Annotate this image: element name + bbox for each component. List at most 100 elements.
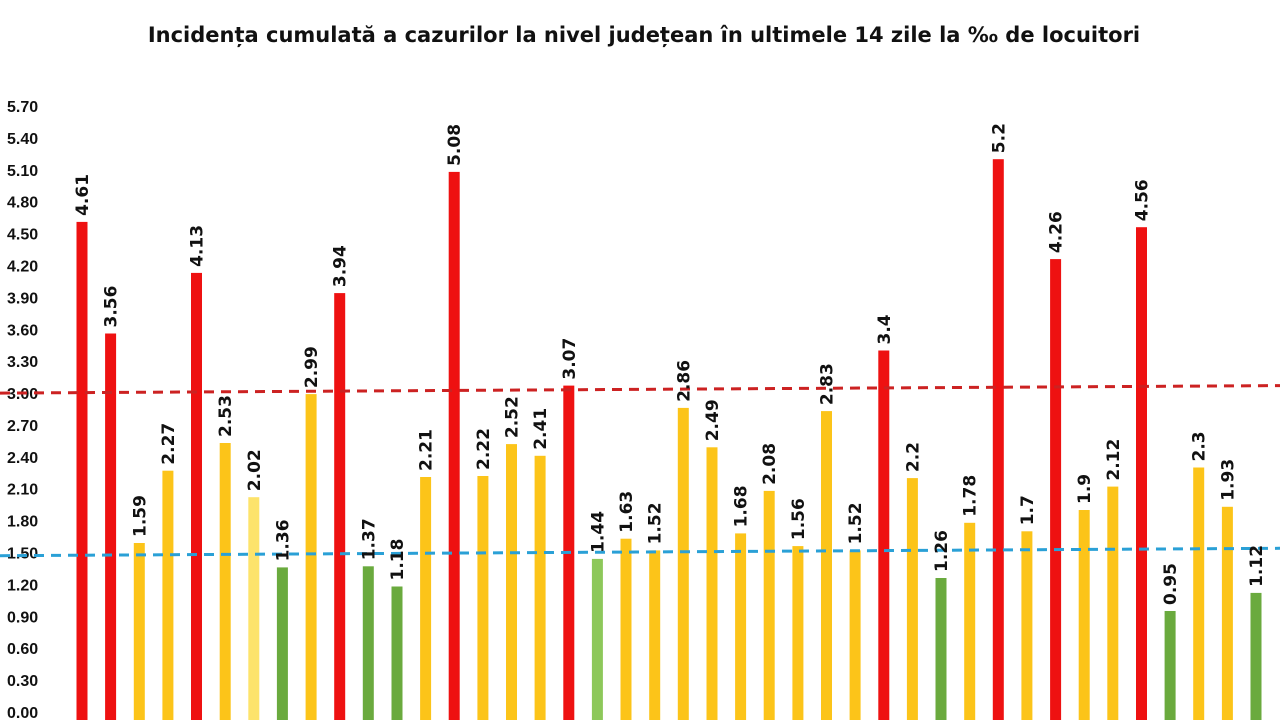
bar xyxy=(1193,467,1205,720)
bar xyxy=(1078,510,1090,720)
data-label: 1.52 xyxy=(646,502,666,544)
y-tick-label: 2.70 xyxy=(7,418,38,435)
data-label: 2.99 xyxy=(302,346,322,388)
bar xyxy=(162,470,174,720)
data-labels: 4.61 3.56 1.59 2.27 4.13 2.53 2.02 1.36 2.99 3.94… xyxy=(73,123,1267,605)
data-label: 1.26 xyxy=(932,530,952,572)
data-label: 2.3 xyxy=(1190,431,1210,461)
bar xyxy=(878,350,890,720)
bar xyxy=(248,497,260,720)
chart-title: Incidența cumulată a cazurilor la nivel … xyxy=(148,23,1140,48)
bar xyxy=(706,447,718,720)
bar xyxy=(76,221,88,720)
data-label: 2.27 xyxy=(159,423,179,465)
data-label: 2.2 xyxy=(903,442,923,472)
data-label: 2.83 xyxy=(818,363,838,405)
data-label: 3.07 xyxy=(560,338,580,380)
data-label: 2.49 xyxy=(703,399,723,441)
y-tick-label: 2.40 xyxy=(7,450,38,467)
bar xyxy=(763,490,775,720)
data-label: 0.95 xyxy=(1161,563,1181,605)
y-tick-label: 4.50 xyxy=(7,227,38,244)
data-label: 1.56 xyxy=(789,498,809,540)
bar xyxy=(305,394,317,720)
bar xyxy=(620,538,632,720)
bar xyxy=(849,550,861,720)
data-label: 1.52 xyxy=(846,502,866,544)
bar xyxy=(792,546,804,720)
bar xyxy=(935,578,947,720)
y-tick-label: 0.60 xyxy=(7,641,38,658)
bar xyxy=(391,586,403,720)
data-label: 1.78 xyxy=(961,475,981,517)
data-label: 4.61 xyxy=(73,174,93,216)
data-label: 1.9 xyxy=(1075,474,1095,504)
y-tick-label: 2.10 xyxy=(7,482,38,499)
y-tick-label: 1.20 xyxy=(7,577,38,594)
bar xyxy=(1050,259,1062,720)
data-label: 1.7 xyxy=(1018,495,1038,525)
bar xyxy=(1107,486,1119,720)
bar xyxy=(276,567,288,720)
data-label: 2.86 xyxy=(674,360,694,402)
data-label: 1.63 xyxy=(617,491,637,533)
y-tick-label: 1.50 xyxy=(7,546,38,563)
data-label: 2.41 xyxy=(531,408,551,450)
y-tick-label: 5.70 xyxy=(7,99,38,116)
y-tick-label: 5.10 xyxy=(7,163,38,180)
data-label: 1.44 xyxy=(588,511,608,553)
y-tick-label: 0.90 xyxy=(7,609,38,626)
y-tick-label: 5.40 xyxy=(7,131,38,148)
data-label: 5.2 xyxy=(989,123,1009,153)
bar xyxy=(105,333,117,720)
bar xyxy=(1021,531,1033,720)
data-label: 4.26 xyxy=(1047,211,1067,253)
bar xyxy=(219,443,231,720)
reference-lines xyxy=(0,384,1280,558)
bar xyxy=(591,558,603,720)
data-label: 3.56 xyxy=(102,286,122,328)
bar xyxy=(1136,227,1147,720)
data-label: 1.68 xyxy=(732,485,752,527)
data-label: 1.93 xyxy=(1218,459,1238,501)
data-label: 1.36 xyxy=(273,519,293,561)
bar xyxy=(477,476,489,720)
data-label: 2.21 xyxy=(417,429,437,471)
bar xyxy=(992,159,1004,720)
y-tick-label: 3.30 xyxy=(7,354,38,371)
data-label: 1.18 xyxy=(388,539,408,581)
bars xyxy=(76,159,1262,720)
y-tick-label: 3.00 xyxy=(7,386,38,403)
y-tick-label: 3.60 xyxy=(7,322,38,339)
bar xyxy=(534,455,546,720)
bar xyxy=(1250,592,1262,720)
bar xyxy=(133,543,145,720)
bar xyxy=(1221,506,1233,720)
y-axis: 0.00 0.30 0.60 0.90 1.20 1.50 1.80 2.10 2.40 2.70… xyxy=(7,99,38,720)
data-label: 2.02 xyxy=(245,449,265,491)
y-tick-label: 4.20 xyxy=(7,258,38,275)
bar xyxy=(649,550,661,720)
bar xyxy=(448,171,460,720)
y-tick-label: 0.30 xyxy=(7,673,38,690)
data-label: 5.08 xyxy=(445,124,465,166)
bar xyxy=(420,477,432,720)
bar xyxy=(506,444,517,720)
bar xyxy=(735,533,747,720)
data-label: 1.12 xyxy=(1247,545,1267,587)
reference-line xyxy=(0,384,1280,395)
data-label: 3.4 xyxy=(875,314,895,344)
data-label: 4.13 xyxy=(188,225,208,267)
y-tick-label: 1.80 xyxy=(7,514,38,531)
bar xyxy=(191,272,202,720)
y-tick-label: 3.90 xyxy=(7,290,38,307)
data-label: 2.22 xyxy=(474,428,494,470)
bar xyxy=(906,478,918,720)
data-label: 4.56 xyxy=(1133,179,1153,221)
data-label: 2.53 xyxy=(216,395,236,437)
bar xyxy=(677,407,689,720)
data-label: 2.52 xyxy=(503,396,523,438)
reference-line xyxy=(0,546,1280,558)
